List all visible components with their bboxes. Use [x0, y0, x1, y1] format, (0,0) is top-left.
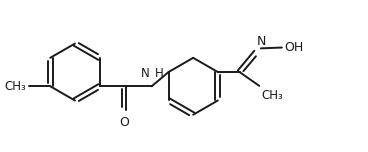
Text: N: N: [141, 67, 150, 80]
Text: N: N: [257, 35, 266, 48]
Text: CH₃: CH₃: [5, 80, 26, 93]
Text: O: O: [119, 116, 129, 129]
Text: H: H: [155, 67, 164, 80]
Text: OH: OH: [284, 41, 303, 54]
Text: CH₃: CH₃: [261, 89, 283, 102]
